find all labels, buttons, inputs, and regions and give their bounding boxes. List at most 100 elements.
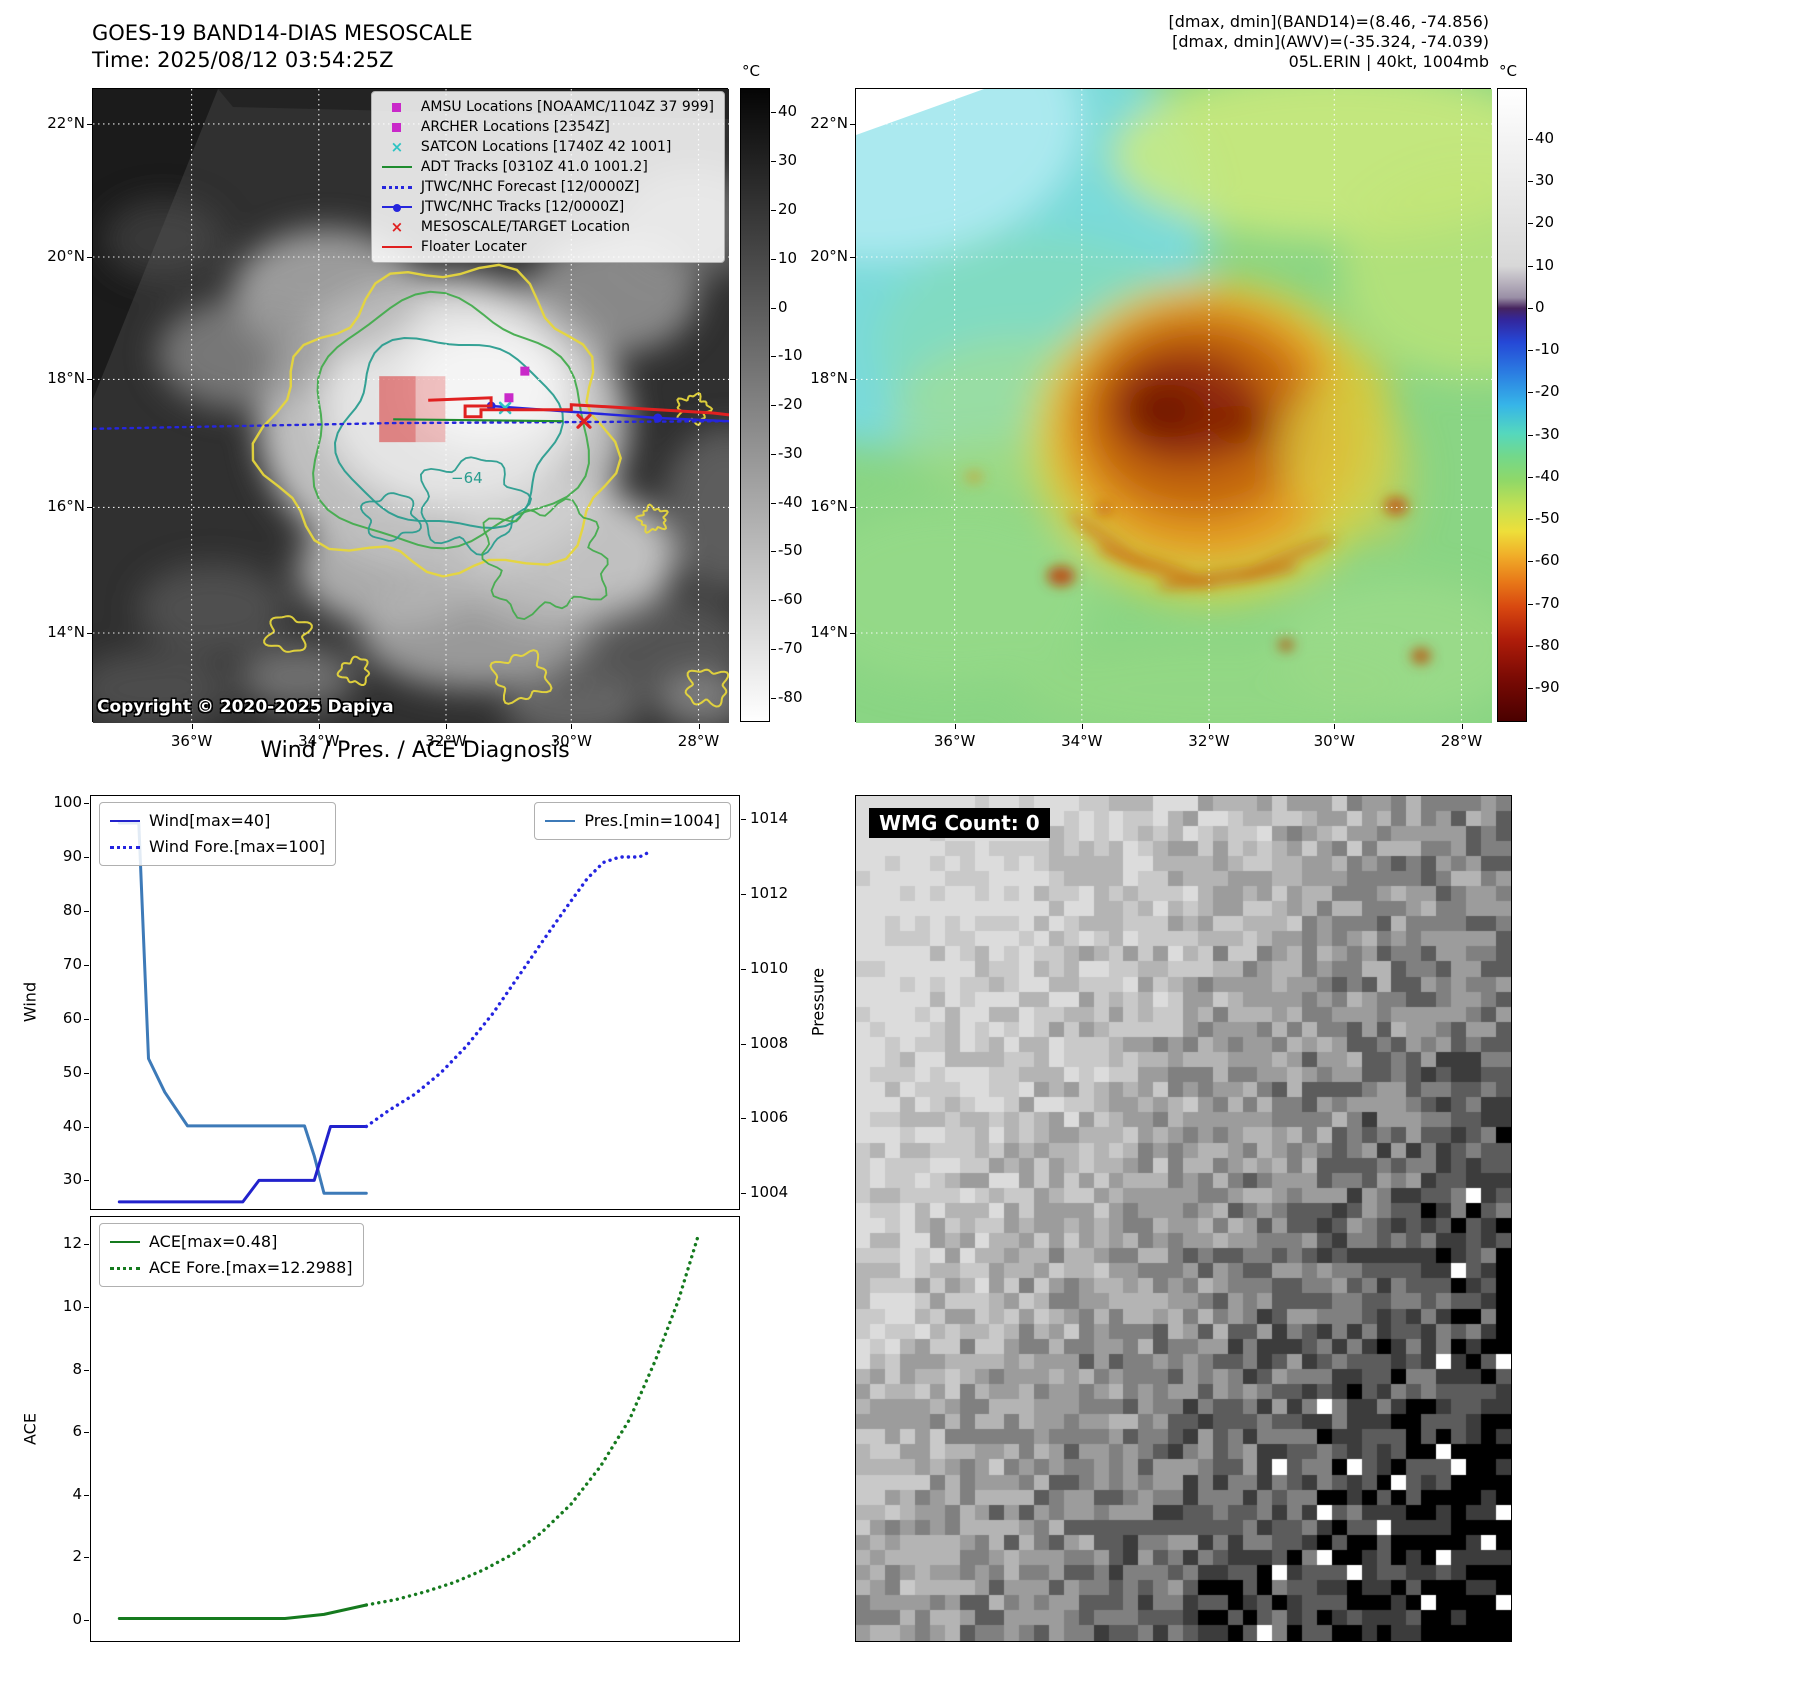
colorbar-tick-label: 40 bbox=[778, 102, 798, 121]
legend: Wind[max=40] Wind Fore.[max=100] bbox=[99, 802, 337, 866]
axis-tick bbox=[87, 257, 92, 258]
colorbar-tick bbox=[1528, 476, 1533, 478]
colorbar-tick-label: -70 bbox=[778, 638, 803, 657]
colorbar-tick-label: -10 bbox=[778, 346, 803, 365]
legend-label: ACE Fore.[max=12.2988] bbox=[149, 1258, 353, 1277]
y-tick-label: 1008 bbox=[750, 1033, 789, 1052]
legend-label: Pres.[min=1004] bbox=[584, 811, 720, 830]
colorbar-tick-label: -50 bbox=[1535, 509, 1560, 528]
axis-tick bbox=[87, 123, 92, 125]
colorbar-tick bbox=[771, 600, 776, 602]
colorbar-tick-label: 0 bbox=[1535, 297, 1545, 316]
dmax-dmin-awv: [dmax, dmin](AWV)=(-35.324, -74.039) bbox=[1172, 32, 1489, 51]
colorbar-tick-label: -30 bbox=[1535, 424, 1560, 443]
colorbar-tick-label: 10 bbox=[778, 248, 798, 267]
legend-label: JTWC/NHC Forecast [12/0000Z] bbox=[420, 179, 640, 195]
axis-tick bbox=[84, 1494, 89, 1496]
legend-item: × MESOSCALE/TARGET Location bbox=[382, 217, 714, 237]
y-tick-label: 100 bbox=[53, 793, 82, 812]
colorbar-tick bbox=[1528, 350, 1533, 352]
ace-axis-label: ACE bbox=[20, 1413, 40, 1445]
legend-label: Wind Fore.[max=100] bbox=[149, 837, 326, 856]
axis-tick bbox=[446, 724, 447, 729]
legend-item: JTWC/NHC Forecast [12/0000Z] bbox=[381, 177, 714, 197]
y-tick-label: 60 bbox=[62, 1008, 82, 1027]
wmg-panel: WMG Count: 0 bbox=[855, 795, 1512, 1642]
dmax-dmin-band14: [dmax, dmin](BAND14)=(8.46, -74.856) bbox=[1168, 12, 1490, 31]
top-left-title-block: GOES-19 BAND14-DIAS MESOSCALE Time: 2025… bbox=[92, 20, 473, 74]
axis-tick bbox=[1461, 724, 1463, 729]
legend-item: ARCHER Locations [2354Z] bbox=[382, 117, 714, 137]
colorbar-tick-label: -60 bbox=[1535, 551, 1560, 570]
legend-item: Floater Locater bbox=[381, 237, 714, 257]
colorbar-tick-label: -20 bbox=[778, 395, 803, 413]
colorbar-tick bbox=[771, 307, 776, 309]
y-tick-label: 90 bbox=[62, 847, 82, 865]
y-tick-label: 50 bbox=[62, 1062, 82, 1081]
y-tick-label: 1010 bbox=[750, 958, 789, 977]
axis-tick bbox=[87, 379, 92, 381]
colorbar-tick-label: 10 bbox=[1535, 255, 1555, 274]
linedot-legend-marker bbox=[381, 204, 412, 212]
legend-item: × SATCON Locations [1740Z 42 1001] bbox=[382, 137, 714, 157]
legend-label: JTWC/NHC Tracks [12/0000Z] bbox=[420, 199, 625, 215]
colorbar-tick bbox=[1528, 223, 1533, 225]
colorbar-unit-label: °C bbox=[1499, 62, 1517, 80]
awv-colorbar: °C 40 30 20 10 0 -10 -20 -30 -40 -50 -60 -70 -80 -90 bbox=[1497, 62, 1593, 722]
y-tick-label: 8 bbox=[72, 1359, 82, 1378]
colorbar-tick bbox=[771, 258, 776, 260]
colorbar-tick bbox=[771, 112, 776, 114]
legend-label: ADT Tracks [0310Z 41.0 1001.2] bbox=[420, 159, 648, 175]
storm-info-header: [dmax, dmin](BAND14)=(8.46, -74.856) [dm… bbox=[1169, 12, 1490, 72]
diagnosis-section-title: Wind / Pres. / ACE Diagnosis bbox=[260, 738, 570, 763]
axis-tick bbox=[741, 1193, 746, 1195]
axis-tick bbox=[84, 1126, 89, 1128]
satellite-product-title: GOES-19 BAND14-DIAS MESOSCALE bbox=[92, 21, 473, 45]
y-tick-label: 80 bbox=[62, 900, 82, 919]
legend: AMSU Locations [NOAAMC/1104Z 37 999] ARCH… bbox=[370, 91, 725, 263]
wmg-count-badge: WMG Count: 0 bbox=[869, 808, 1050, 838]
colorbar-tick bbox=[771, 161, 776, 163]
x-legend-marker: × bbox=[390, 138, 404, 156]
legend-label: ACE[max=0.48] bbox=[149, 1232, 278, 1251]
colorbar-tick bbox=[1528, 307, 1533, 309]
colorbar-tick-label: -70 bbox=[1535, 593, 1560, 612]
satellite-time: Time: 2025/08/12 03:54:25Z bbox=[92, 48, 394, 72]
wmg-map bbox=[856, 796, 1511, 1641]
legend-label: AMSU Locations [NOAAMC/1104Z 37 999] bbox=[420, 99, 714, 115]
legend-label: MESOSCALE/TARGET Location bbox=[420, 219, 630, 235]
axis-tick bbox=[850, 257, 855, 258]
axis-tick bbox=[84, 1306, 89, 1308]
lat-tick-label: 18°N bbox=[47, 369, 85, 388]
colorbar-gradient bbox=[740, 88, 770, 722]
legend-item: ACE[max=0.48] bbox=[110, 1229, 353, 1255]
lon-tick-label: 30°W bbox=[1313, 732, 1355, 750]
colorbar-tick bbox=[771, 502, 776, 504]
axis-tick bbox=[850, 633, 855, 634]
ace-plot bbox=[90, 1216, 740, 1642]
colorbar-tick-label: 20 bbox=[1535, 213, 1555, 232]
axis-tick bbox=[850, 379, 855, 381]
colorbar-tick-label: -30 bbox=[778, 443, 803, 462]
lon-tick-label: 32°W bbox=[425, 732, 467, 750]
colorbar-tick-label: 0 bbox=[778, 297, 788, 316]
axis-tick bbox=[84, 1369, 89, 1371]
lon-tick-label: 32°W bbox=[1188, 732, 1230, 750]
colorbar-tick-label: -40 bbox=[778, 492, 803, 511]
y-tick-label: 6 bbox=[72, 1422, 82, 1441]
lat-tick-label: 22°N bbox=[810, 113, 848, 132]
axis-tick bbox=[850, 123, 855, 125]
colorbar-tick bbox=[771, 551, 776, 553]
lon-tick-label: 36°W bbox=[933, 732, 976, 750]
lon-tick-label: 28°W bbox=[1440, 732, 1483, 750]
axis-tick bbox=[741, 1043, 746, 1045]
x-legend-marker: × bbox=[390, 218, 404, 236]
legend-item: JTWC/NHC Tracks [12/0000Z] bbox=[381, 197, 714, 217]
y-tick-label: 70 bbox=[62, 954, 82, 973]
colorbar-tick bbox=[1528, 138, 1533, 140]
axis-tick bbox=[87, 507, 92, 509]
legend-item: ACE Fore.[max=12.2988] bbox=[110, 1255, 353, 1281]
axis-tick bbox=[84, 803, 89, 805]
y-tick-label: 30 bbox=[62, 1170, 82, 1189]
colorbar-gradient bbox=[1497, 88, 1527, 722]
